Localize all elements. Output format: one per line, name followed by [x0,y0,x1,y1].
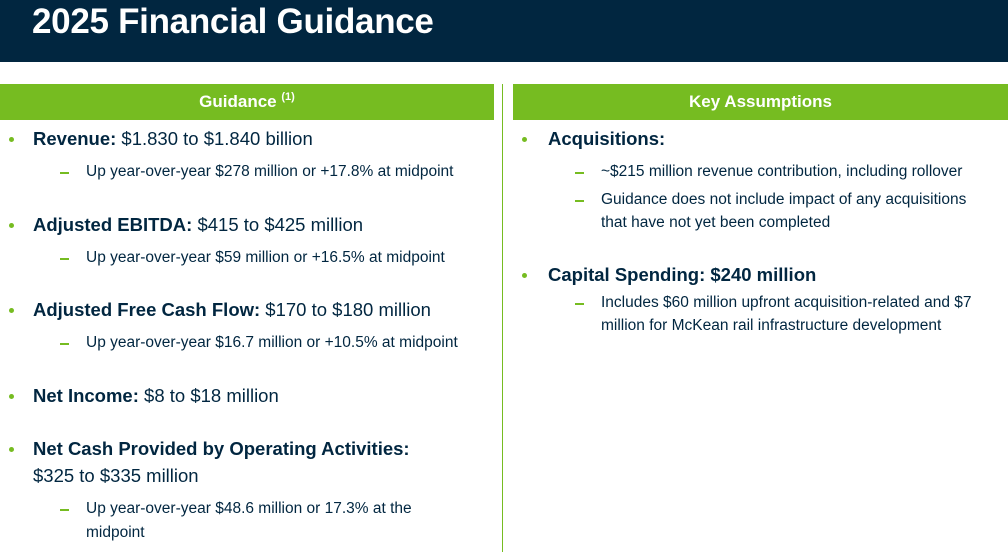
dash-icon [575,172,584,174]
title-bar: 2025 Financial Guidance [0,0,1008,62]
assumption-main-line: Acquisitions: [548,125,665,152]
guidance-main-line: Adjusted Free Cash Flow: $170 to $180 mi… [33,296,431,323]
guidance-label: Adjusted Free Cash Flow: [33,299,261,320]
guidance-sub: Up year-over-year $59 million or +16.5% … [86,249,445,266]
guidance-label: Adjusted EBITDA: [33,214,193,235]
assumption-sub-continued: that have not yet been completed [601,214,831,231]
page-title: 2025 Financial Guidance [32,2,434,41]
column-divider [502,84,503,552]
guidance-sub-continued: midpoint [86,524,145,541]
guidance-label: Revenue: [33,128,117,149]
guidance-sub: Up year-over-year $278 million or +17.8%… [86,163,454,180]
dash-icon [60,172,69,174]
guidance-header: Guidance (1) [0,84,494,120]
guidance-header-label: Guidance [199,92,277,111]
guidance-value: $1.830 to $1.840 billion [116,128,313,149]
dash-icon [60,509,69,511]
guidance-value: $8 to $18 million [138,385,279,406]
assumption-sub: ~$215 million revenue contribution, incl… [601,163,963,180]
footnote-marker: (1) [281,91,295,103]
assumption-label: Capital Spending: $240 million [548,264,817,285]
guidance-value: $415 to $425 million [192,214,364,235]
bullet-icon [9,308,14,313]
bullet-icon [9,394,14,399]
bullet-icon [9,137,14,142]
bullet-icon [9,223,14,228]
assumption-main-line: Capital Spending: $240 million [548,261,816,288]
dash-icon [60,258,69,260]
bullet-icon [9,447,14,452]
key-assumptions-header: Key Assumptions [513,84,1008,120]
guidance-label: Net Income: [33,385,139,406]
guidance-value: $170 to $180 million [260,299,431,320]
assumption-sub-continued: million for McKean rail infrastructure d… [601,317,942,334]
assumption-sub: Guidance does not include impact of any … [601,191,967,208]
assumption-sub: Includes $60 million upfront acquisition… [601,294,972,311]
bullet-icon [522,137,527,142]
guidance-main-line: Adjusted EBITDA: $415 to $425 million [33,211,363,238]
dash-icon [575,303,584,305]
guidance-main-line: Net Cash Provided by Operating Activitie… [33,435,410,462]
guidance-main-line: Net Income: $8 to $18 million [33,382,279,409]
dash-icon [575,200,584,202]
assumption-label: Acquisitions: [548,128,666,149]
guidance-sub: Up year-over-year $48.6 million or 17.3%… [86,500,412,517]
guidance-label: Net Cash Provided by Operating Activitie… [33,438,410,459]
guidance-sub: Up year-over-year $16.7 million or +10.5… [86,334,458,351]
bullet-icon [522,273,527,278]
guidance-main-line: Revenue: $1.830 to $1.840 billion [33,125,313,152]
dash-icon [60,343,69,345]
guidance-value: $325 to $335 million [33,465,199,486]
key-assumptions-header-label: Key Assumptions [689,92,832,111]
